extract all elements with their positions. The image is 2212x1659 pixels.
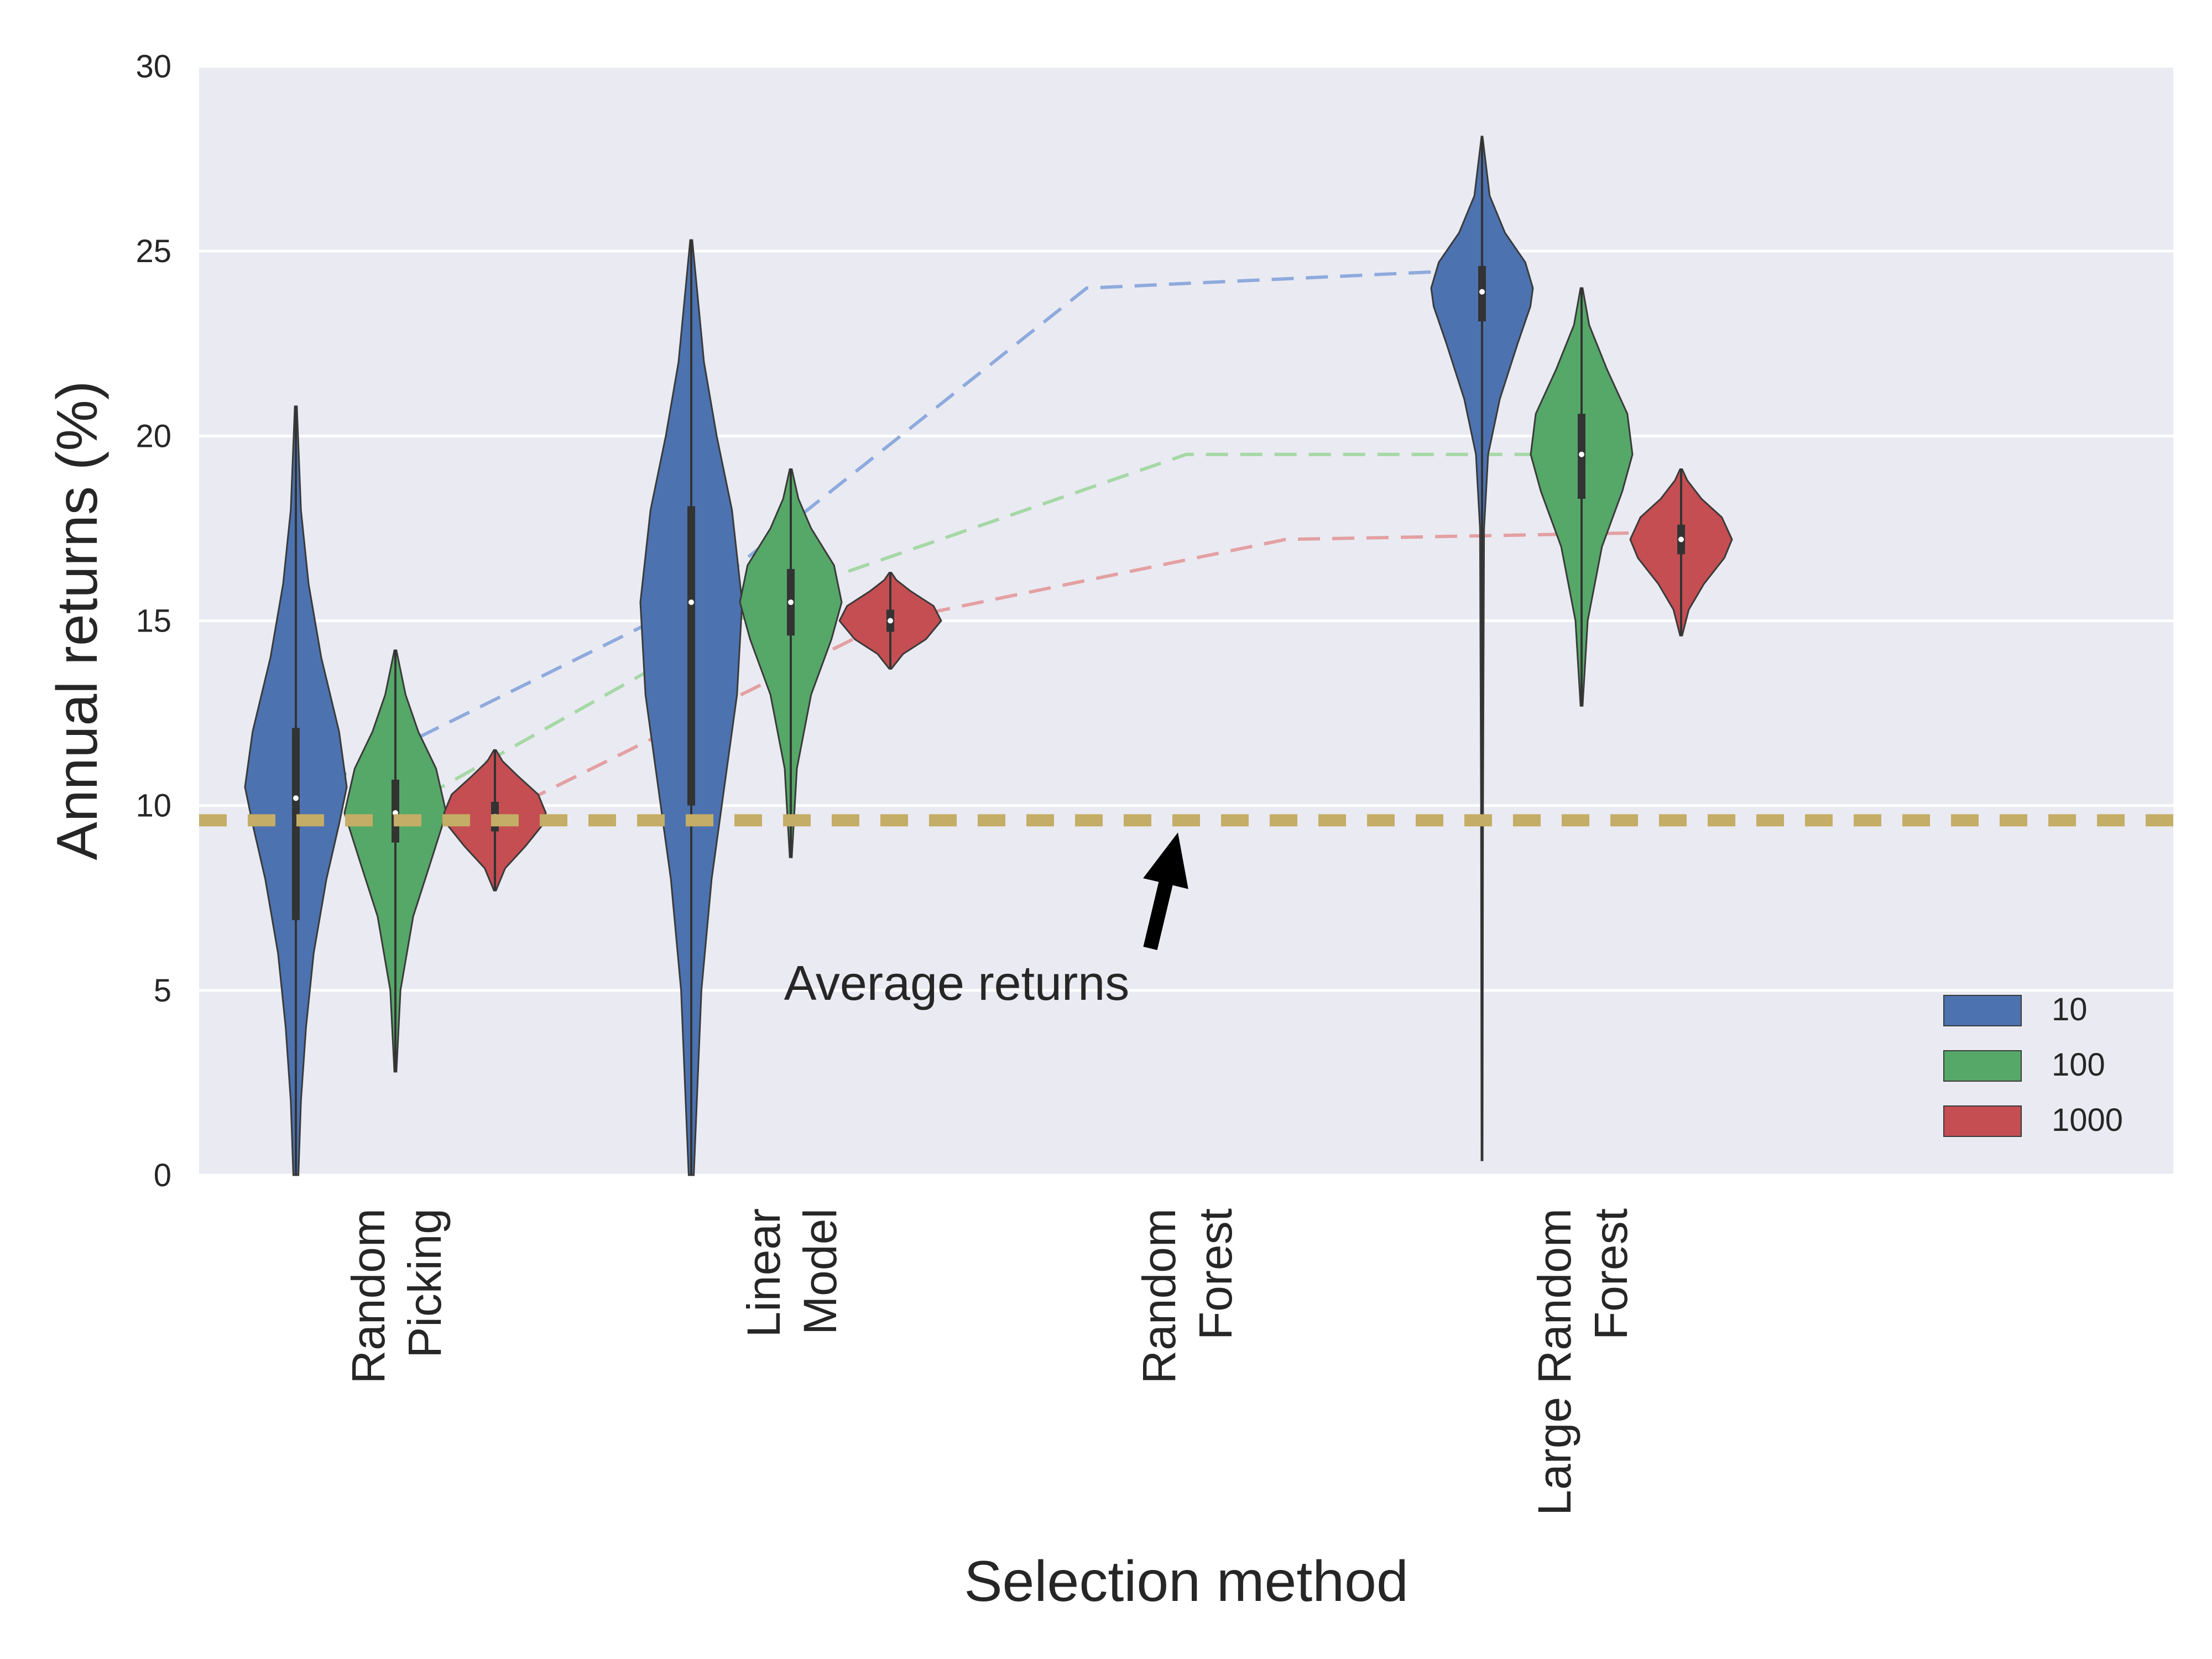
- x-tick-labels: Random Picking Linear Model Random Forest Larg…: [342, 1208, 1637, 1516]
- x-tick-label: Large Random Forest: [1528, 1208, 1637, 1516]
- legend-swatch-1000: [1943, 1105, 2022, 1137]
- violin-median: [1579, 451, 1584, 457]
- x-tick-label-line: Picking: [399, 1208, 451, 1358]
- x-tick-label: Random Forest: [1133, 1208, 1241, 1384]
- violin-10: [244, 405, 348, 1176]
- annotation-text: Average returns: [784, 956, 1130, 1010]
- violin-median: [293, 795, 299, 801]
- violins: [244, 135, 1733, 1176]
- violin-100: [739, 468, 843, 858]
- y-axis-title: Annual returns (%): [45, 380, 109, 860]
- y-tick-label: 30: [135, 49, 171, 85]
- x-tick-label-line: Forest: [1585, 1208, 1637, 1340]
- violin-median: [1479, 289, 1485, 295]
- x-tick-label: Linear Model: [738, 1208, 846, 1338]
- violin-1000: [838, 572, 942, 670]
- violin-100: [1530, 287, 1634, 707]
- y-tick-label: 5: [154, 973, 171, 1009]
- annotation: Average returns: [784, 832, 1188, 1010]
- y-tick-label: 0: [154, 1157, 171, 1193]
- x-tick-label-line: Random: [342, 1208, 394, 1384]
- violin-10: [639, 239, 743, 1176]
- violin-10: [1430, 135, 1534, 1161]
- violin-median: [1678, 536, 1684, 542]
- x-tick-label-line: Model: [794, 1208, 846, 1335]
- legend-label-100: 100: [2052, 1047, 2105, 1083]
- mean-line-100: [394, 452, 1582, 815]
- legend-swatch-10: [1943, 995, 2022, 1026]
- violin-1000: [1629, 468, 1733, 637]
- x-axis-title: Selection method: [964, 1550, 1408, 1614]
- y-tick-label: 20: [135, 418, 171, 454]
- x-tick-label-line: Random: [1133, 1208, 1185, 1384]
- legend-label-10: 10: [2052, 992, 2088, 1027]
- x-tick-label-line: Forest: [1190, 1208, 1241, 1340]
- violin-iqr-box: [687, 506, 695, 806]
- y-tick-label: 10: [135, 788, 171, 824]
- violin-median: [888, 618, 893, 624]
- legend-label-1000: 1000: [2052, 1102, 2123, 1138]
- legend: 10 100 1000: [1943, 992, 2123, 1138]
- y-tick-labels: 0 5 10 15 20 25 30: [135, 49, 171, 1193]
- x-tick-label-line: Large Random: [1528, 1208, 1580, 1516]
- annotation-arrow: [1143, 832, 1188, 950]
- violin-median: [788, 599, 794, 606]
- mean-line-10: [295, 268, 1483, 800]
- violin-100: [343, 649, 447, 1073]
- legend-swatch-100: [1943, 1050, 2022, 1082]
- violin-median: [688, 599, 694, 606]
- x-tick-label-line: Linear: [738, 1208, 790, 1338]
- y-tick-label: 15: [135, 603, 171, 639]
- x-tick-label: Random Picking: [342, 1208, 451, 1384]
- violin-iqr-box: [292, 728, 300, 920]
- y-tick-label: 25: [135, 233, 171, 269]
